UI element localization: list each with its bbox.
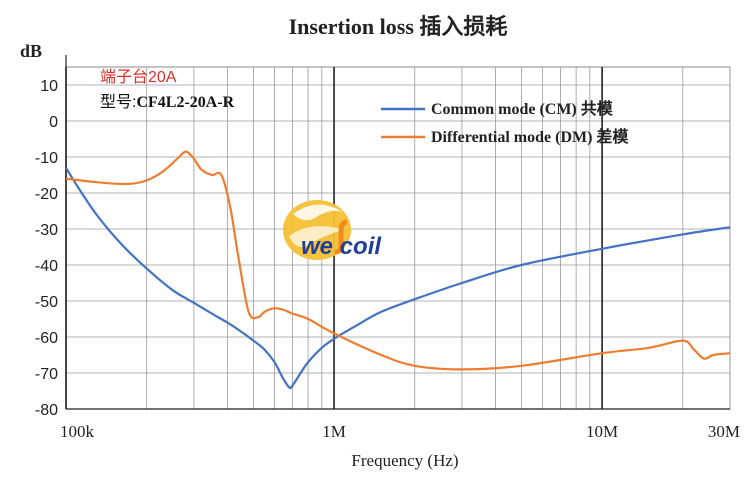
part-name-annotation: 端子台20A [100, 68, 177, 86]
model-number: CF4L2-20A-R [136, 94, 234, 111]
y-tick-label: -70 [35, 366, 58, 383]
x-tick-labels: 100k 1M 10M 30M [60, 422, 740, 441]
x-tick-label: 30M [708, 422, 740, 441]
logo-text: we coil [301, 233, 382, 260]
y-tick-label: -40 [35, 258, 58, 275]
y-tick-label: -30 [35, 222, 58, 239]
chart-legend: Common mode (CM) 共模 Differential mode (DM… [381, 99, 629, 146]
y-axis-unit-label: dB [20, 41, 42, 61]
x-tick-label: 10M [586, 422, 618, 441]
y-tick-label: -80 [35, 402, 58, 419]
model-annotation: 型号:CF4L2-20A-R [100, 93, 235, 111]
y-tick-label: 0 [49, 114, 58, 131]
x-axis-label: Frequency (Hz) [351, 451, 458, 470]
y-tick-label: -60 [35, 330, 58, 347]
y-tick-label: -20 [35, 186, 58, 203]
y-tick-label: 10 [40, 78, 58, 95]
y-tick-labels: 10 0 -10 -20 -30 -40 -50 -60 -70 -80 [35, 78, 58, 419]
legend-label-common-mode: Common mode (CM) 共模 [431, 99, 614, 118]
legend-label-differential-mode: Differential mode (DM) 差模 [431, 127, 629, 146]
x-tick-label: 1M [322, 422, 346, 441]
model-prefix: 型号: [100, 93, 136, 111]
wellcoil-logo: we coil [283, 200, 382, 260]
plot-grid [65, 55, 731, 410]
y-tick-label: -10 [35, 150, 58, 167]
series-line-differential-mode [65, 150, 731, 371]
plot-frame [65, 66, 731, 410]
x-tick-label: 100k [60, 422, 95, 441]
data-series [65, 150, 731, 390]
series-line-common-mode [65, 167, 731, 390]
y-tick-label: -50 [35, 294, 58, 311]
chart-title: Insertion loss 插入损耗 [289, 14, 508, 39]
